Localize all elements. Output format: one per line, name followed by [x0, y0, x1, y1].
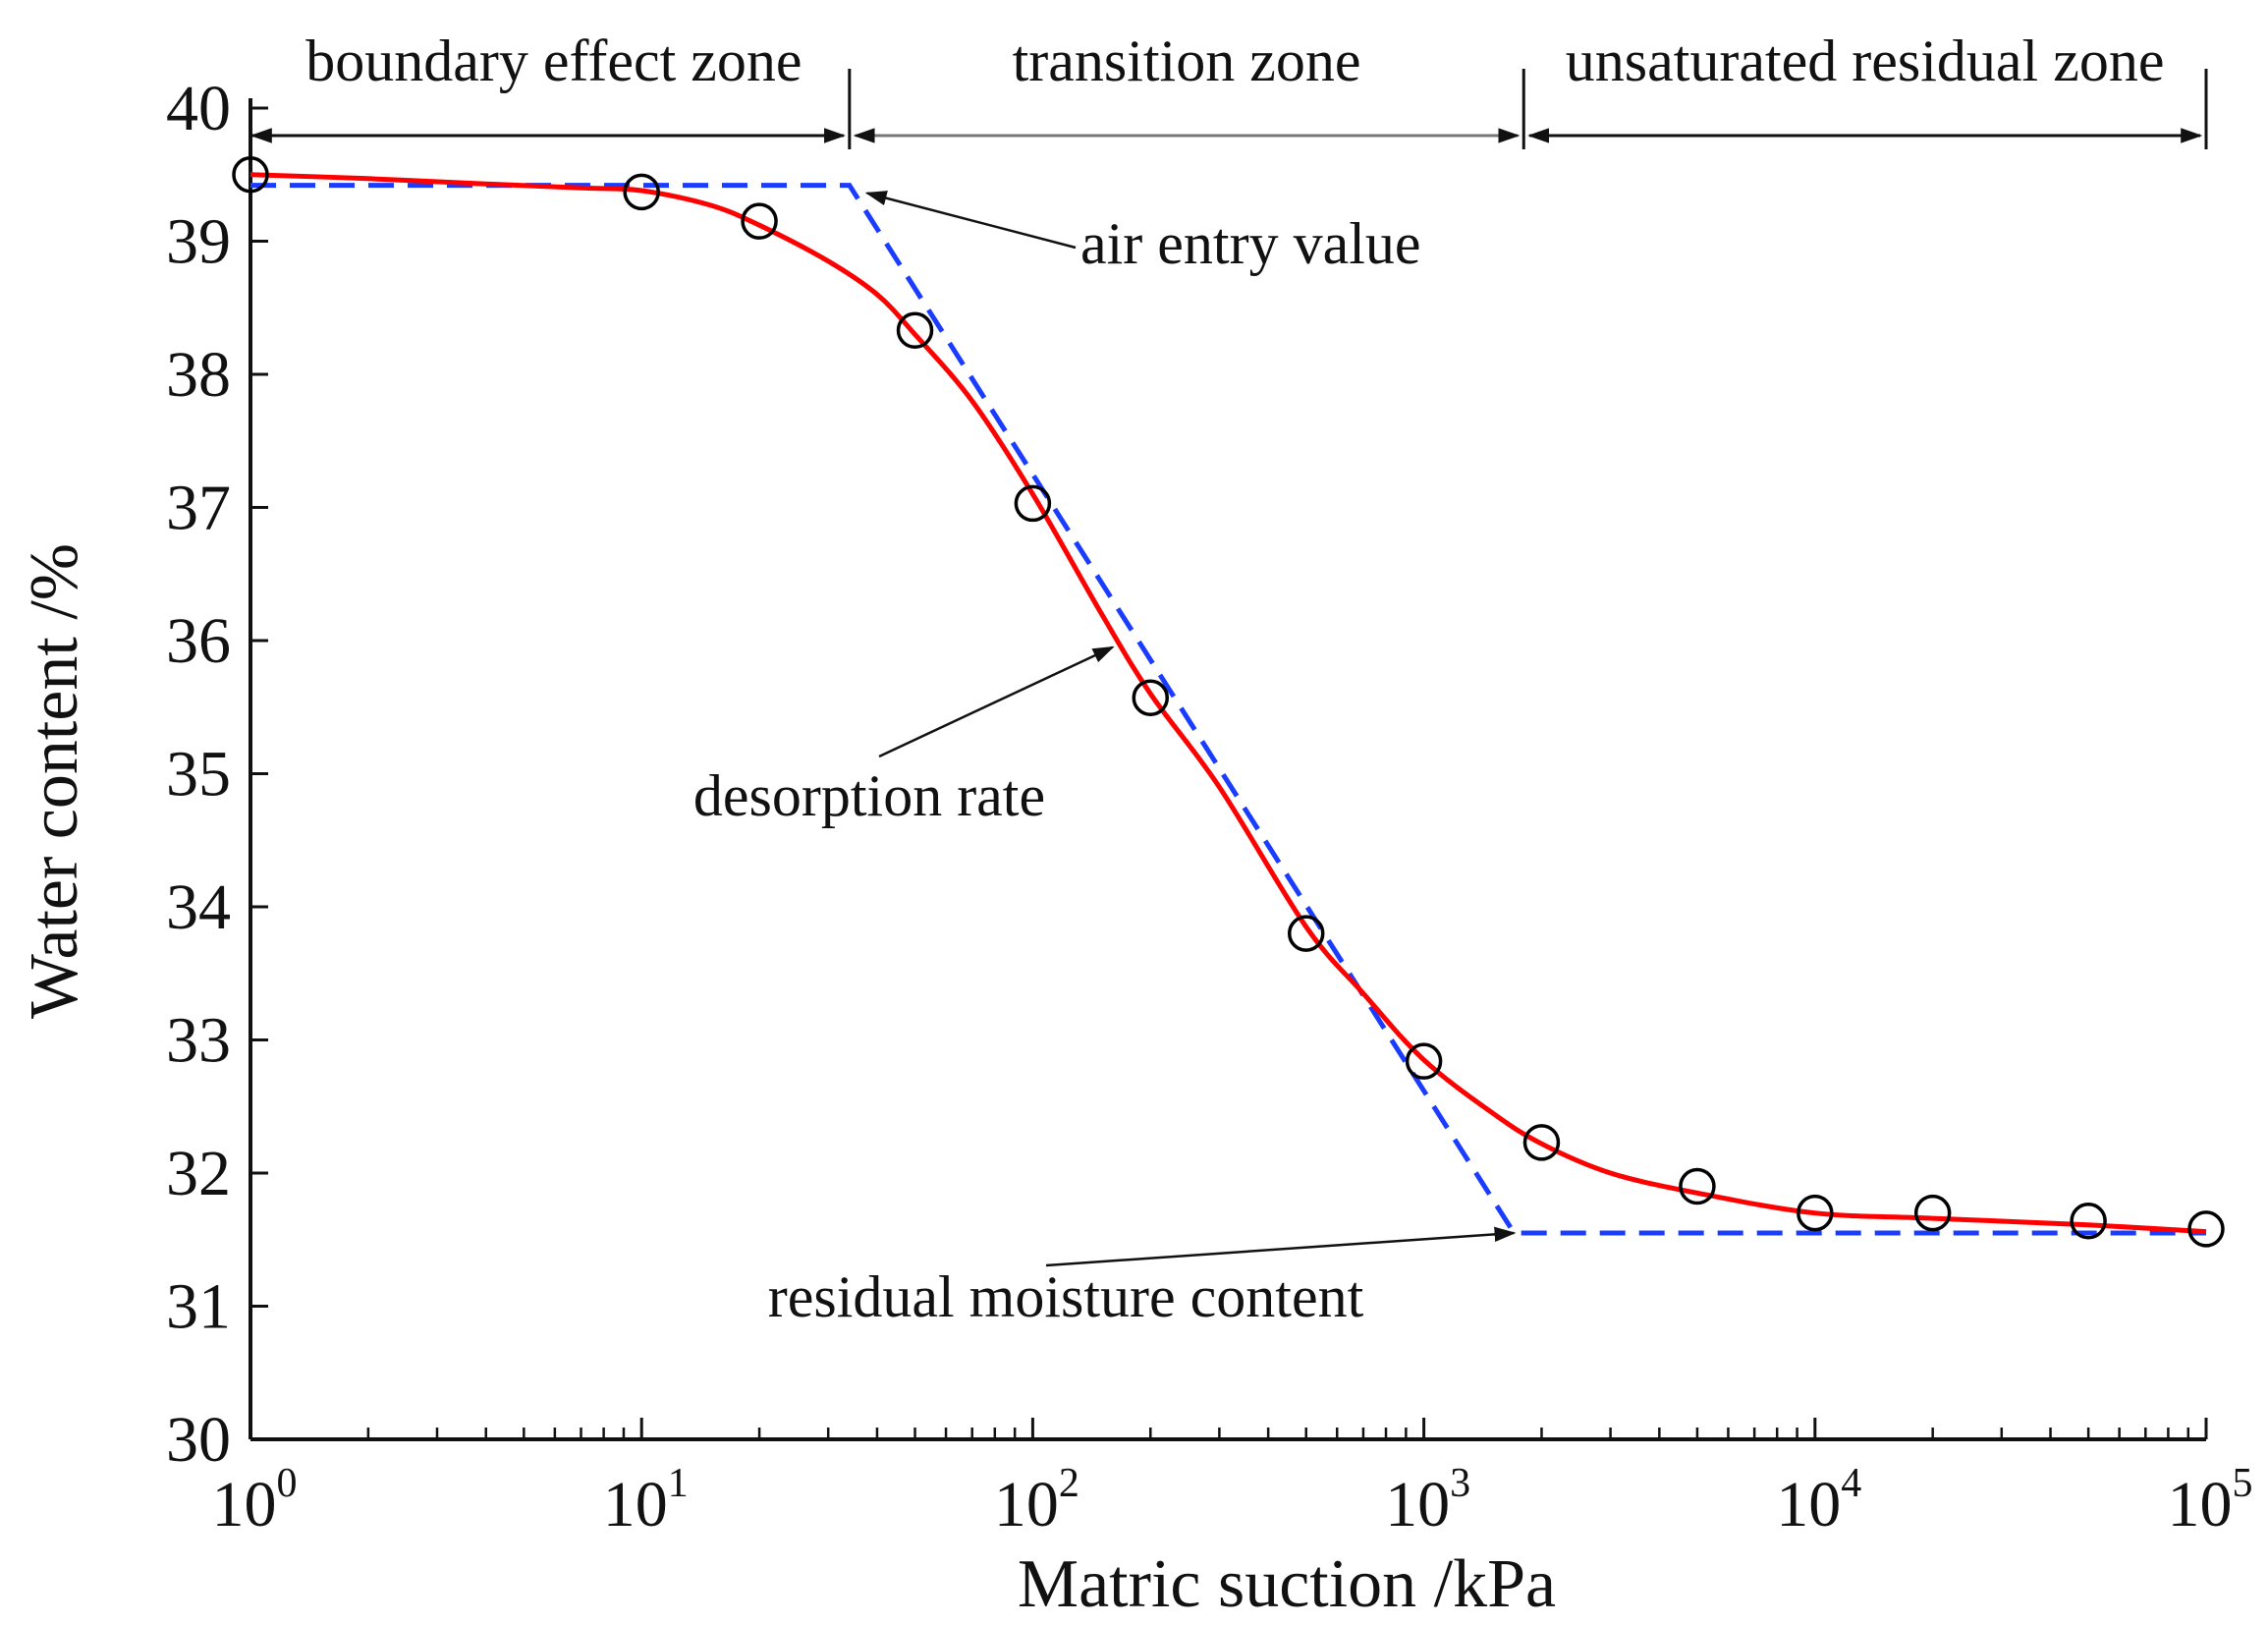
- data-point: [1405, 1042, 1443, 1080]
- data-point: [2070, 1203, 2107, 1240]
- data-point: [1679, 1167, 1716, 1205]
- data-point: [896, 311, 934, 350]
- zone-label: boundary effect zone: [305, 28, 802, 93]
- y-tick-label: 40: [166, 73, 231, 144]
- y-tick-label: 35: [166, 739, 231, 811]
- y-tick-label: 36: [166, 605, 231, 677]
- axes-layer: 30 31 32 33 34 35 36 37 38 39 40 100 101 102 103 104 105: [166, 73, 2253, 1541]
- data-point: [623, 173, 660, 211]
- x-tick-label: 104: [1776, 1461, 1861, 1541]
- x-tick-label: 102: [994, 1461, 1079, 1541]
- x-axis-title: Matric suction /kPa: [1018, 1546, 1556, 1622]
- y-tick-label: 37: [166, 473, 231, 544]
- data-point: [1132, 679, 1170, 717]
- data-point: [1287, 915, 1325, 952]
- data-point: [741, 202, 778, 240]
- annotation-label: air entry value: [1080, 211, 1421, 276]
- y-tick-label: 32: [166, 1138, 231, 1209]
- x-tick-label: 101: [603, 1461, 689, 1541]
- annotations-layer: air entry value desorption rate residual m…: [693, 191, 1517, 1329]
- y-tick-label: 34: [166, 871, 231, 943]
- y-tick-label: 39: [166, 206, 231, 278]
- annotation-arrow: [1045, 1226, 1517, 1267]
- data-point: [1522, 1124, 1561, 1161]
- fitted-curve-line: [249, 172, 2207, 1235]
- y-tick-label: 30: [166, 1404, 231, 1476]
- zones-layer: boundary effect zone transition zone unsat…: [249, 28, 2208, 149]
- data-point: [1797, 1194, 1834, 1232]
- zone-label: transition zone: [1013, 28, 1361, 93]
- annotation-label: residual moisture content: [768, 1264, 1364, 1329]
- fitted-curve-layer: [249, 172, 2207, 1235]
- x-tick-label: 103: [1385, 1461, 1470, 1541]
- data-point: [1913, 1194, 1952, 1232]
- annotation-arrow: [864, 191, 1077, 250]
- zone-label: unsaturated residual zone: [1566, 28, 2165, 93]
- data-point: [232, 156, 269, 194]
- y-tick-label: 38: [166, 339, 231, 411]
- data-point: [2187, 1210, 2225, 1248]
- y-axis-title: Water content /%: [17, 543, 92, 1019]
- annotation-arrow: [878, 645, 1115, 758]
- measured-points-layer: [232, 156, 2225, 1248]
- x-tick-label: 100: [212, 1461, 298, 1541]
- data-point: [1014, 484, 1052, 523]
- annotation-label: desorption rate: [693, 763, 1045, 828]
- dashed-line-layer: [250, 183, 2206, 1236]
- x-tick-label: 105: [2168, 1461, 2253, 1541]
- bilinear-dashed-line: [250, 183, 2206, 1236]
- y-tick-label: 31: [166, 1271, 231, 1343]
- y-tick-label: 33: [166, 1005, 231, 1077]
